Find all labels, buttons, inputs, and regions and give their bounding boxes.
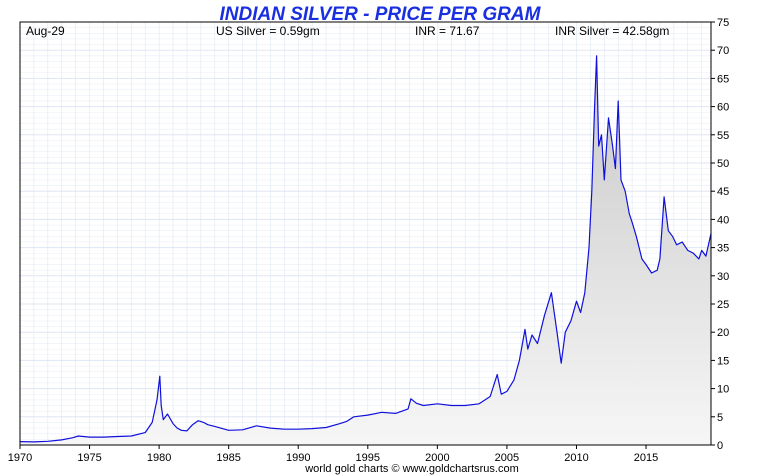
- y-tick-label: 55: [717, 130, 729, 142]
- chart-title: INDIAN SILVER - PRICE PER GRAM: [220, 4, 542, 25]
- y-tick-label: 15: [717, 355, 729, 367]
- header-us-silver: US Silver = 0.59gm: [216, 24, 320, 38]
- y-tick-label: 40: [717, 214, 729, 226]
- y-tick-label: 70: [717, 45, 729, 57]
- x-tick-label: 2000: [425, 452, 449, 464]
- y-tick-label: 45: [717, 186, 729, 198]
- y-tick-label: 10: [717, 384, 729, 396]
- x-tick-label: 2005: [495, 452, 519, 464]
- y-tick-label: 50: [717, 158, 729, 170]
- y-tick-label: 75: [717, 17, 729, 29]
- y-tick-label: 65: [717, 73, 729, 85]
- x-tick-label: 1970: [8, 452, 32, 464]
- price-area-fill: [20, 55, 711, 446]
- y-tick-label: 20: [717, 327, 729, 339]
- price-series-line: [19, 55, 712, 443]
- header-inr-silver: INR Silver = 42.58gm: [555, 24, 669, 38]
- x-tick-label: 2015: [634, 452, 658, 464]
- x-tick-label: 1995: [356, 452, 380, 464]
- header-inr: INR = 71.67: [415, 24, 480, 38]
- y-tick-label: 25: [717, 299, 729, 311]
- x-tick-label: 1990: [286, 452, 310, 464]
- y-tick-label: 35: [717, 243, 729, 255]
- y-axis: 0 5 10 15 20 25 30 35 40 45 50 55 60 65 70 75: [711, 17, 729, 452]
- y-tick-label: 5: [717, 412, 723, 424]
- y-tick-label: 0: [717, 440, 723, 452]
- chart-credit: world gold charts © www.goldchartsrus.co…: [304, 463, 519, 475]
- x-tick-label: 1980: [147, 452, 171, 464]
- plot-frame: [19, 21, 712, 446]
- x-tick-label: 2010: [564, 452, 588, 464]
- x-tick-label: 1975: [77, 452, 101, 464]
- y-tick-label: 30: [717, 271, 729, 283]
- x-tick-label: 1985: [216, 452, 240, 464]
- x-axis: 1970 1975 1980 1985 1990 1995 2000 2005 2010 2015: [8, 445, 658, 464]
- y-tick-label: 60: [717, 102, 729, 114]
- header-date: Aug-29: [26, 24, 65, 38]
